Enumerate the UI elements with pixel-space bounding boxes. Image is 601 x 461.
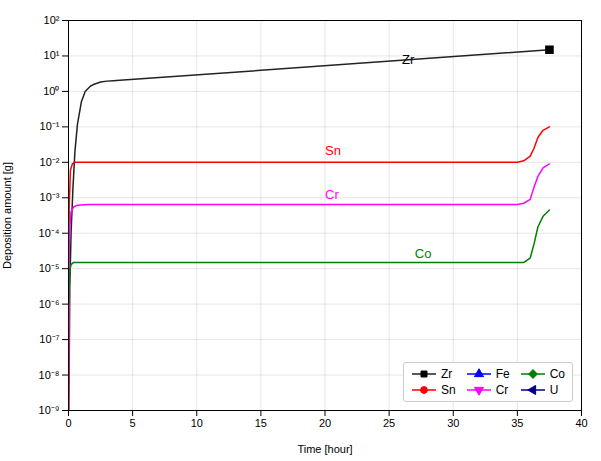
html-text:U: U — [549, 383, 559, 397]
svg-text:10⁻²: 10⁻² — [40, 156, 60, 168]
svg-text:10⁻⁷: 10⁻⁷ — [39, 333, 59, 345]
svg-text:10⁰: 10⁰ — [43, 85, 59, 97]
svg-text:10²: 10² — [44, 14, 60, 26]
svg-text:25: 25 — [383, 417, 395, 429]
html-text:Zr: Zr — [441, 367, 453, 381]
svg-text:40: 40 — [575, 417, 587, 429]
svg-text:Time [hour]: Time [hour] — [297, 443, 352, 455]
svg-text:10⁻⁴: 10⁻⁴ — [39, 227, 60, 239]
html-text:Sn: Sn — [441, 383, 456, 397]
svg-text:15: 15 — [255, 417, 267, 429]
svg-text:35: 35 — [511, 417, 523, 429]
svg-text:Cr: Cr — [325, 187, 339, 202]
svg-text:Co: Co — [415, 246, 432, 261]
html-text:Cr: Cr — [495, 383, 509, 397]
svg-text:Deposition amount [g]: Deposition amount [g] — [1, 162, 13, 269]
svg-text:Zr: Zr — [402, 52, 415, 67]
html-text:Co: Co — [549, 367, 565, 381]
svg-text:10⁻⁹: 10⁻⁹ — [39, 404, 60, 416]
svg-text:Sn: Sn — [325, 143, 341, 158]
svg-text:5: 5 — [130, 417, 136, 429]
svg-text:10⁻³: 10⁻³ — [40, 191, 60, 203]
svg-text:10⁻⁶: 10⁻⁶ — [39, 298, 60, 310]
svg-text:10⁻¹: 10⁻¹ — [40, 120, 60, 132]
svg-text:30: 30 — [447, 417, 459, 429]
svg-text:20: 20 — [319, 417, 331, 429]
svg-text:10⁻⁵: 10⁻⁵ — [39, 262, 60, 274]
svg-text:10¹: 10¹ — [44, 49, 60, 61]
html-text:Fe: Fe — [495, 367, 510, 381]
svg-text:10⁻⁸: 10⁻⁸ — [39, 369, 60, 381]
svg-text:10: 10 — [191, 417, 203, 429]
svg-text:0: 0 — [65, 417, 71, 429]
